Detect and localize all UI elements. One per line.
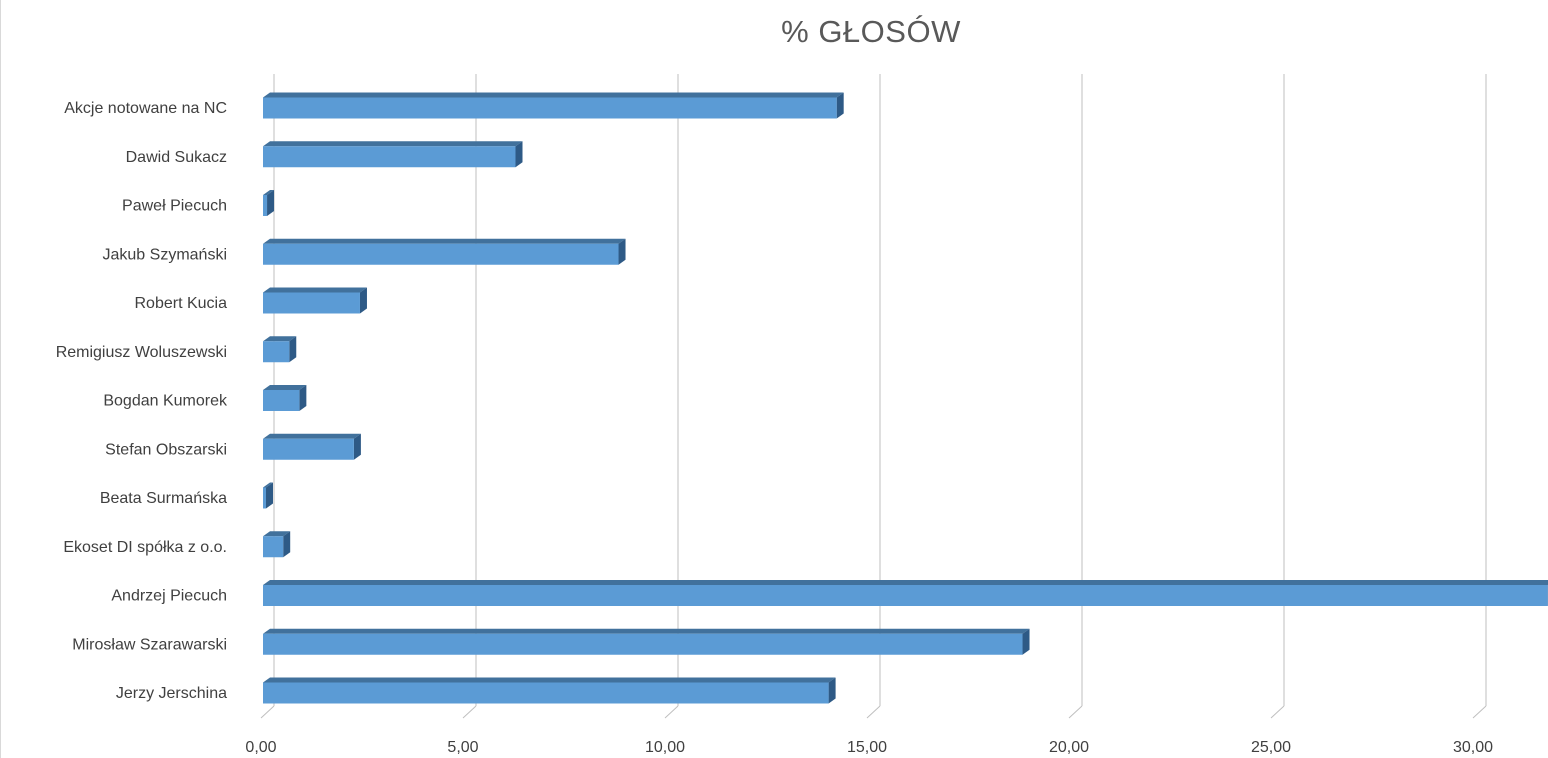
gridline-floor (664, 705, 679, 719)
category-label: Robert Kucia (135, 295, 228, 312)
bar-top-face (263, 580, 1548, 585)
bar-side-face (266, 482, 273, 509)
bar-top-face (263, 433, 361, 439)
bar (263, 633, 1023, 655)
gridline-floor (1270, 705, 1285, 719)
bar-side-face (289, 336, 297, 363)
bar (263, 682, 829, 704)
bar (263, 438, 354, 460)
bar (263, 390, 300, 411)
category-label: Andrzej Piecuch (111, 588, 227, 605)
bar (263, 243, 619, 265)
bar-side-face (1022, 628, 1030, 655)
bar (263, 292, 360, 314)
bar-side-face (283, 531, 291, 558)
gridline-floor (1472, 705, 1487, 719)
bar-side-face (515, 141, 523, 168)
gridline-floor (1068, 705, 1083, 719)
bar (263, 487, 266, 509)
bar-top-face (263, 385, 307, 390)
x-tick-label: 20,00 (1049, 739, 1089, 756)
category-label: Paweł Piecuch (122, 198, 227, 215)
bar (263, 585, 1548, 606)
x-tick-label: 25,00 (1251, 739, 1291, 756)
chart-title: % GŁOSÓW (781, 14, 961, 49)
x-tick-label: 30,00 (1453, 739, 1493, 756)
bar (263, 536, 284, 558)
bar-top-face (263, 677, 836, 683)
category-label: Mirosław Szarawarski (72, 636, 227, 653)
bar (263, 146, 516, 168)
category-label: Bogdan Kumorek (103, 393, 228, 410)
category-label: Stefan Obszarski (105, 441, 227, 458)
x-tick-label: 0,00 (245, 739, 276, 756)
x-tick-label: 10,00 (645, 739, 685, 756)
bar-side-face (828, 677, 836, 704)
bar (263, 97, 837, 119)
bar-top-face (263, 190, 275, 195)
category-label: Akcje notowane na NC (64, 100, 227, 117)
category-label: Ekoset DI spółka z o.o. (63, 539, 227, 556)
bar-top-face (263, 336, 297, 342)
bar-top-face (263, 92, 844, 98)
bar-top-face (263, 287, 367, 293)
x-tick-label: 15,00 (847, 739, 887, 756)
category-label: Jerzy Jerschina (116, 685, 227, 702)
category-label: Jakub Szymański (103, 246, 228, 263)
bar-top-face (263, 628, 1030, 634)
bar-side-face (267, 190, 275, 216)
category-label: Dawid Sukacz (126, 149, 227, 166)
gridline-floor (260, 705, 275, 719)
bar-top-face (263, 482, 273, 488)
gridline-floor (462, 705, 477, 719)
bar-side-face (353, 433, 361, 460)
category-label: Remigiusz Woluszewski (56, 344, 227, 361)
bar (263, 195, 268, 216)
bar-top-face (263, 141, 523, 147)
x-tick-label: 5,00 (447, 739, 478, 756)
bar-side-face (359, 287, 367, 314)
bar-side-face (618, 238, 626, 265)
bar-top-face (263, 238, 626, 244)
category-label: Beata Surmańska (100, 490, 227, 507)
gridline-floor (866, 705, 881, 719)
bar-side-face (836, 92, 844, 119)
bar (263, 341, 290, 363)
bar-side-face (299, 385, 307, 411)
bar-top-face (263, 531, 291, 537)
